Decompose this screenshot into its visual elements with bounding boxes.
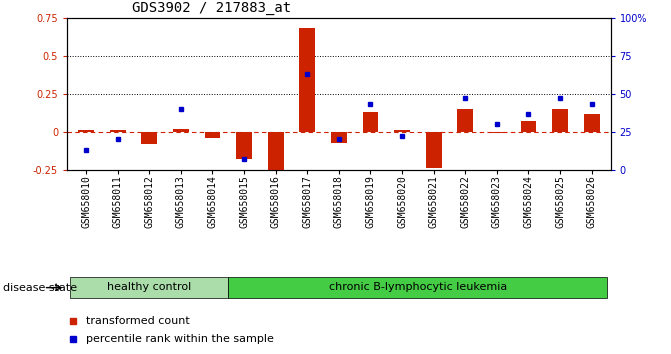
Bar xyxy=(458,109,473,132)
Bar xyxy=(78,130,94,132)
Bar xyxy=(299,28,315,132)
Bar xyxy=(394,130,410,132)
Text: percentile rank within the sample: percentile rank within the sample xyxy=(86,334,274,344)
Bar xyxy=(489,132,505,133)
Text: transformed count: transformed count xyxy=(86,316,190,326)
Bar xyxy=(142,132,157,144)
Text: healthy control: healthy control xyxy=(107,282,191,292)
Text: chronic B-lymphocytic leukemia: chronic B-lymphocytic leukemia xyxy=(329,282,507,292)
Bar xyxy=(521,121,536,132)
Bar xyxy=(228,277,607,298)
Text: GDS3902 / 217883_at: GDS3902 / 217883_at xyxy=(132,1,291,15)
Bar xyxy=(268,132,284,173)
Bar xyxy=(362,112,378,132)
Bar xyxy=(173,129,189,132)
Bar xyxy=(205,132,220,138)
Text: disease state: disease state xyxy=(3,282,77,293)
Bar xyxy=(426,132,442,169)
Bar xyxy=(70,277,228,298)
Bar xyxy=(552,109,568,132)
Bar xyxy=(110,130,125,132)
Bar xyxy=(331,132,347,143)
Bar xyxy=(584,114,600,132)
Bar xyxy=(236,132,252,159)
